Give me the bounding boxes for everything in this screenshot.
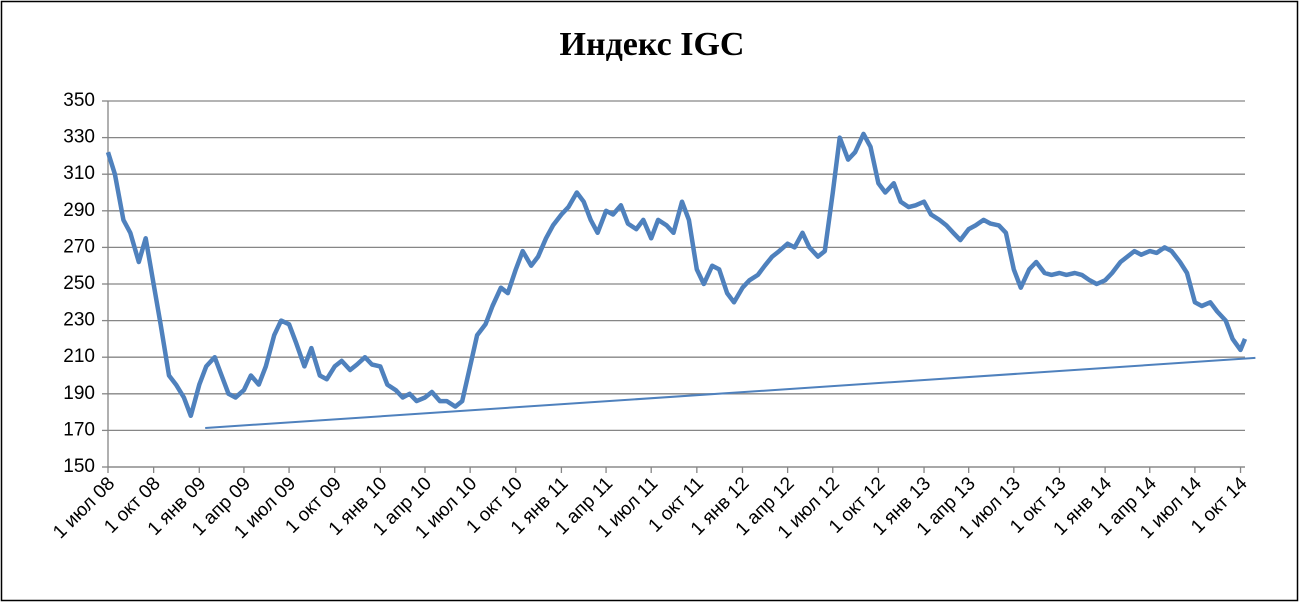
y-tick-label: 230 — [63, 310, 95, 331]
y-tick-label: 250 — [63, 273, 95, 294]
index-line — [105, 131, 1248, 419]
y-tick-label: 350 — [63, 90, 95, 111]
chart-title: Индекс IGC — [560, 26, 745, 63]
y-tick-label: 150 — [63, 456, 95, 477]
y-tick-label: 290 — [63, 200, 95, 221]
y-tick-label: 170 — [63, 419, 95, 440]
y-tick-label: 330 — [63, 127, 95, 148]
y-tick-label: 210 — [63, 346, 95, 367]
y-tick-label: 190 — [63, 383, 95, 404]
y-tick-label: 270 — [63, 236, 95, 257]
trend-line — [205, 356, 1256, 429]
y-tick-label: 310 — [63, 163, 95, 184]
